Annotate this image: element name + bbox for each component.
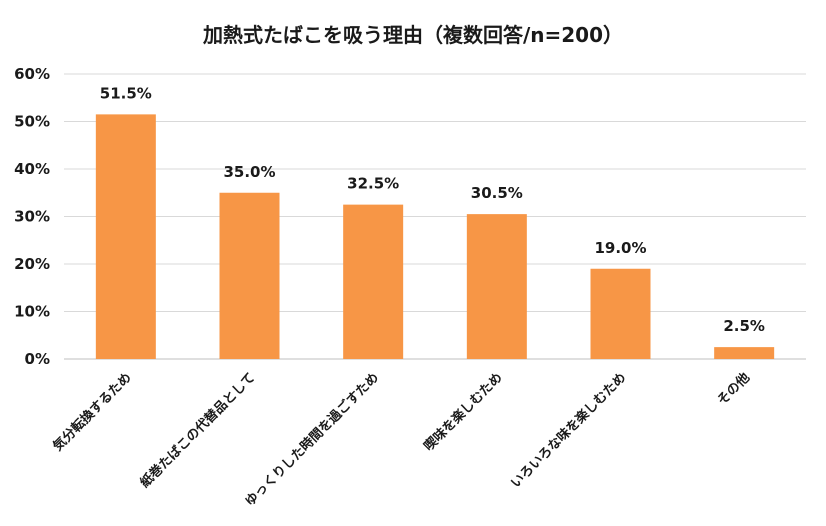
data-label: 35.0%	[223, 163, 275, 181]
chart-title: 加熱式たばこを吸う理由（複数回答/n=200）	[202, 23, 623, 47]
y-axis: 0% 10% 20% 30% 40% 50% 60%	[14, 65, 50, 368]
x-tick-label: 紙巻たばこの代替品として	[137, 370, 258, 491]
bar	[95, 114, 156, 359]
y-tick-label: 60%	[14, 65, 50, 83]
y-tick-label: 20%	[14, 255, 50, 273]
x-tick-label: 喫味を楽しむため	[421, 370, 506, 455]
gridlines	[64, 73, 806, 360]
x-tick-label: いろいろな味を楽しむため	[508, 370, 630, 492]
data-label: 32.5%	[347, 175, 399, 193]
bars	[95, 114, 775, 359]
data-label: 51.5%	[100, 84, 152, 102]
bar	[590, 268, 651, 359]
bar	[219, 192, 280, 359]
x-tick-label: その他	[714, 370, 753, 409]
x-tick-label: 気分転換するため	[50, 370, 135, 455]
data-label: 2.5%	[723, 317, 765, 335]
y-tick-label: 30%	[14, 208, 50, 226]
y-tick-label: 40%	[14, 160, 50, 178]
x-tick-label: ゆっくりした時間を過ごすため	[242, 370, 382, 510]
data-labels: 51.5% 35.0% 32.5% 30.5% 19.0% 2.5%	[100, 84, 765, 335]
bar	[466, 214, 527, 359]
y-tick-label: 10%	[14, 303, 50, 321]
data-label: 19.0%	[594, 239, 646, 257]
data-label: 30.5%	[471, 184, 523, 202]
y-tick-label: 0%	[25, 350, 50, 368]
y-tick-label: 50%	[14, 113, 50, 131]
bar	[343, 204, 404, 359]
bar	[714, 347, 775, 359]
